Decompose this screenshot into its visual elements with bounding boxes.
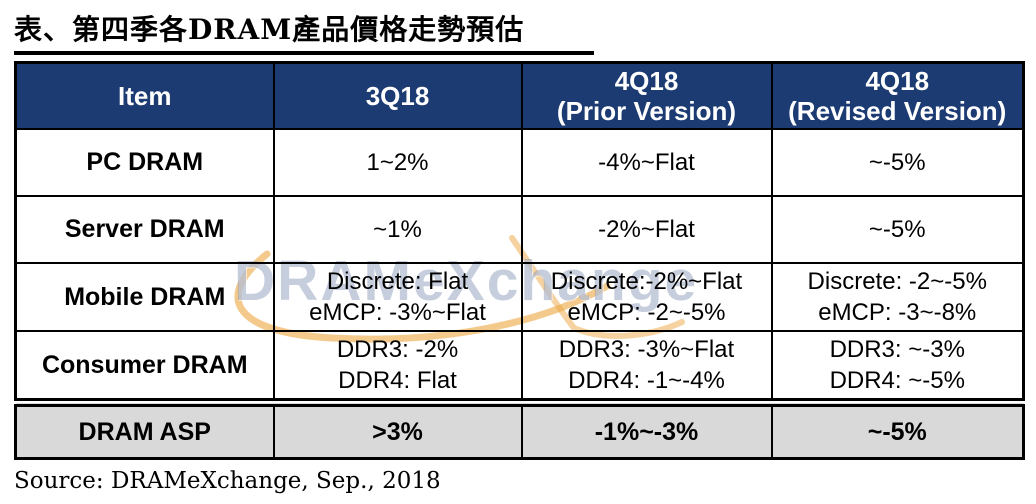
cell-asp-revised: ~-5% (770, 398, 1025, 460)
cell-value: DDR3: -2% (336, 336, 459, 363)
cell-consumer-3q18: DDR3: -2% DDR4: Flat (272, 330, 523, 404)
cell-server-revised: ~-5% (770, 195, 1025, 264)
cell-value: DDR4: ~-5% (829, 367, 965, 394)
cell-value: eMCP: -3%~Flat (309, 299, 486, 326)
cell-asp-prior: -1%~-3% (520, 398, 773, 460)
cell-consumer-revised: DDR3: ~-3% DDR4: ~-5% (770, 330, 1025, 404)
cell-value: -2%~Flat (598, 216, 695, 243)
cell-server-prior: -2%~Flat (520, 195, 773, 264)
page-title: 表、第四季各DRAM產品價格走勢預估 (14, 8, 594, 55)
cell-pc-3q18: 1~2% (272, 128, 523, 197)
header-label: 4Q18 (614, 66, 679, 96)
cell-value: eMCP: -2~-5% (567, 299, 726, 326)
cell-value: DDR4: -1~-4% (568, 367, 725, 394)
row-label: DRAM ASP (14, 398, 275, 460)
header-cell-item: Item (14, 61, 275, 130)
cell-value: Discrete: Flat (326, 268, 469, 295)
cell-mobile-prior: Discrete:-2%~Flat eMCP: -2~-5% (520, 262, 773, 332)
cell-pc-revised: ~-5% (770, 128, 1025, 197)
header-label: Item (118, 81, 172, 111)
table-row-consumer-dram: Consumer DRAM DDR3: -2% DDR4: Flat DDR3:… (14, 330, 1025, 404)
header-label: 3Q18 (365, 81, 430, 111)
cell-value: ~-5% (868, 216, 926, 243)
row-label: Mobile DRAM (14, 262, 275, 332)
cell-asp-3q18: >3% (272, 398, 523, 460)
header-cell-4q18-prior: 4Q18 (Prior Version) (520, 61, 773, 130)
cell-value: DDR3: ~-3% (829, 336, 965, 363)
cell-value: ~1% (373, 216, 422, 243)
cell-value: ~-5% (867, 417, 927, 446)
price-table-container: Item 3Q18 4Q18 (Prior Version) 4Q18 (Rev… (14, 61, 1036, 460)
table-row-pc-dram: PC DRAM 1~2% -4%~Flat ~-5% (14, 128, 1025, 197)
source-note: Source: DRAMeXchange, Sep., 2018 (14, 468, 441, 494)
header-sublabel: (Prior Version) (556, 96, 737, 126)
header-cell-3q18: 3Q18 (272, 61, 523, 130)
cell-value: ~-5% (868, 149, 926, 176)
table-row-mobile-dram: Mobile DRAM Discrete: Flat eMCP: -3%~Fla… (14, 262, 1025, 332)
row-label: Server DRAM (14, 195, 275, 264)
cell-pc-prior: -4%~Flat (520, 128, 773, 197)
cell-value: >3% (372, 417, 423, 446)
cell-server-3q18: ~1% (272, 195, 523, 264)
cell-mobile-3q18: Discrete: Flat eMCP: -3%~Flat (272, 262, 523, 332)
cell-value: eMCP: -3~-8% (818, 299, 977, 326)
header-row: Item 3Q18 4Q18 (Prior Version) 4Q18 (Rev… (14, 61, 1025, 130)
cell-value: Discrete:-2%~Flat (550, 268, 743, 295)
cell-value: -4%~Flat (598, 149, 695, 176)
header-sublabel: (Revised Version) (788, 96, 1007, 126)
cell-value: DDR3: -3%~Flat (558, 336, 735, 363)
cell-consumer-prior: DDR3: -3%~Flat DDR4: -1~-4% (520, 330, 773, 404)
cell-value: -1%~-3% (594, 417, 699, 446)
cell-value: DDR4: Flat (338, 367, 457, 394)
header-label: 4Q18 (865, 66, 930, 96)
cell-value: Discrete: -2~-5% (807, 268, 987, 295)
cell-mobile-revised: Discrete: -2~-5% eMCP: -3~-8% (770, 262, 1025, 332)
price-forecast-table: Item 3Q18 4Q18 (Prior Version) 4Q18 (Rev… (14, 61, 1025, 460)
header-cell-4q18-revised: 4Q18 (Revised Version) (770, 61, 1025, 130)
table-row-server-dram: Server DRAM ~1% -2%~Flat ~-5% (14, 195, 1025, 264)
table-row-dram-asp: DRAM ASP >3% -1%~-3% ~-5% (14, 398, 1025, 460)
row-label: Consumer DRAM (14, 330, 275, 404)
cell-value: 1~2% (366, 149, 429, 176)
row-label: PC DRAM (14, 128, 275, 197)
